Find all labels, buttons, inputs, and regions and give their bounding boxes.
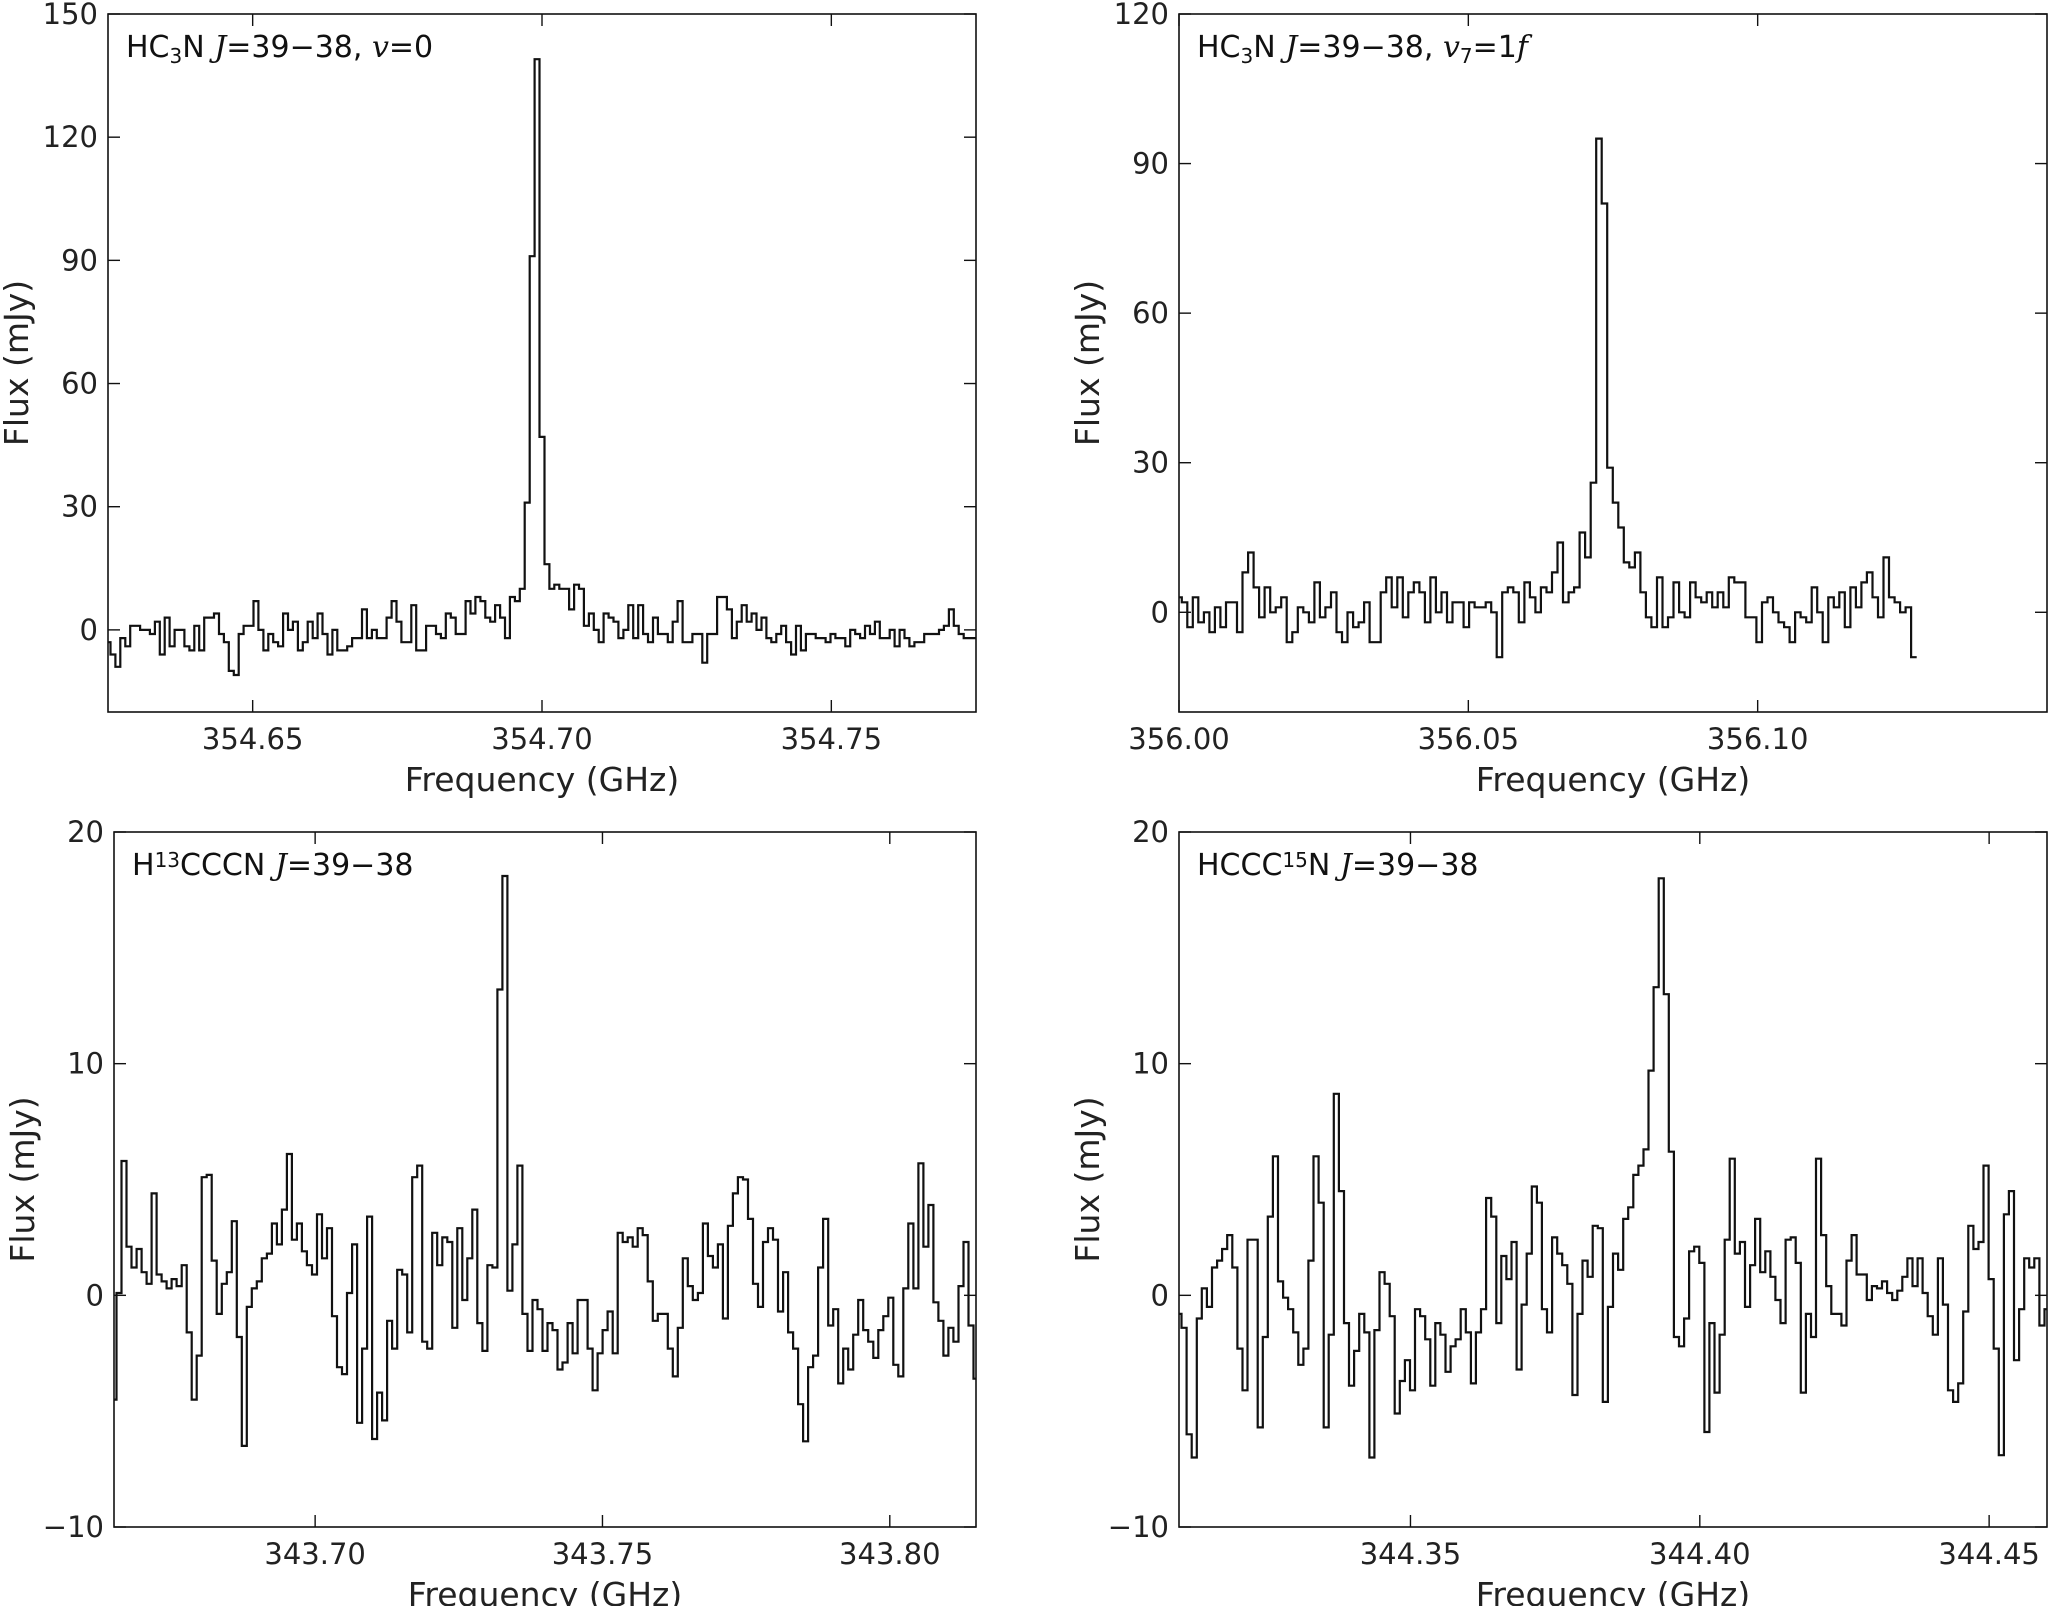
- x-tick-label: 354.75: [781, 722, 882, 756]
- x-axis-label: Frequency (GHz): [1476, 1575, 1750, 1606]
- panel-title: HC3N J=39−38, v7=1f: [1197, 30, 1533, 68]
- spectrum-line: [1179, 137, 1917, 659]
- x-tick-label: 343.80: [839, 1537, 940, 1571]
- y-tick-label: 60: [1132, 296, 1169, 330]
- y-tick-label: −10: [1108, 1510, 1169, 1544]
- panel-title: H13CCCN J=39−38: [132, 848, 414, 883]
- spectrum-line: [114, 874, 976, 1447]
- y-axis-label: Flux (mJy): [1068, 280, 1107, 446]
- plot-frame: [107, 13, 977, 713]
- y-tick-label: 0: [80, 613, 98, 647]
- x-axis-label: Frequency (GHz): [1476, 760, 1750, 799]
- y-tick-label: 30: [61, 490, 98, 524]
- spectrum-panel: −10 0 10 20 343.70 343.75 343.80 Frequency (GHz…: [3, 815, 977, 1606]
- y-axis-label: Flux (mJy): [1068, 1096, 1107, 1262]
- plot-frame: [113, 831, 977, 1528]
- y-tick-label: 10: [1132, 1047, 1169, 1081]
- x-tick-label: 344.45: [1938, 1537, 2039, 1571]
- x-tick-label: 356.10: [1707, 722, 1808, 756]
- x-tick-label: 356.00: [1128, 722, 1229, 756]
- panel-title: HCCC15N J=39−38: [1197, 848, 1479, 883]
- spectrum-panel: 0 30 60 90 120 150 354.65 354.70 354.75 Frequency…: [0, 0, 977, 799]
- y-tick-label: 0: [1151, 1278, 1169, 1312]
- x-tick-label: 354.70: [491, 722, 592, 756]
- panel-title: HC3N J=39−38, v=0: [126, 30, 433, 68]
- y-tick-label: 30: [1132, 446, 1169, 480]
- y-tick-label: 120: [1114, 0, 1169, 31]
- y-tick-label: 90: [1132, 147, 1169, 181]
- spectrum-panel: −10 0 10 20 344.35 344.40 344.45 Frequency (GHz…: [1068, 815, 2048, 1606]
- y-tick-label: 150: [43, 0, 98, 31]
- y-tick-label: 10: [67, 1047, 104, 1081]
- x-tick-label: 354.65: [202, 722, 303, 756]
- y-tick-label: −10: [43, 1510, 104, 1544]
- y-tick-label: 20: [1132, 815, 1169, 849]
- spectrum-panel: 0 30 60 90 120 356.00 356.05 356.10 Frequency (G…: [1068, 0, 2048, 799]
- plot-frame: [1178, 831, 2048, 1528]
- x-axis-label: Frequency (GHz): [405, 760, 679, 799]
- y-tick-label: 0: [1151, 595, 1169, 629]
- plot-frame: [1178, 13, 2048, 713]
- y-axis-label: Flux (mJy): [0, 280, 36, 446]
- y-tick-label: 0: [86, 1278, 104, 1312]
- spectrum-line: [108, 58, 976, 677]
- y-axis-label: Flux (mJy): [3, 1096, 42, 1262]
- x-axis-label: Frequency (GHz): [408, 1575, 682, 1606]
- y-tick-label: 60: [61, 367, 98, 401]
- x-tick-label: 344.40: [1649, 1537, 1750, 1571]
- spectrum-line: [1179, 877, 2047, 1459]
- y-tick-label: 120: [43, 120, 98, 154]
- y-tick-label: 90: [61, 243, 98, 277]
- x-tick-label: 344.35: [1360, 1537, 1461, 1571]
- x-tick-label: 343.70: [264, 1537, 365, 1571]
- x-tick-label: 343.75: [552, 1537, 653, 1571]
- x-tick-label: 356.05: [1418, 722, 1519, 756]
- y-tick-label: 20: [67, 815, 104, 849]
